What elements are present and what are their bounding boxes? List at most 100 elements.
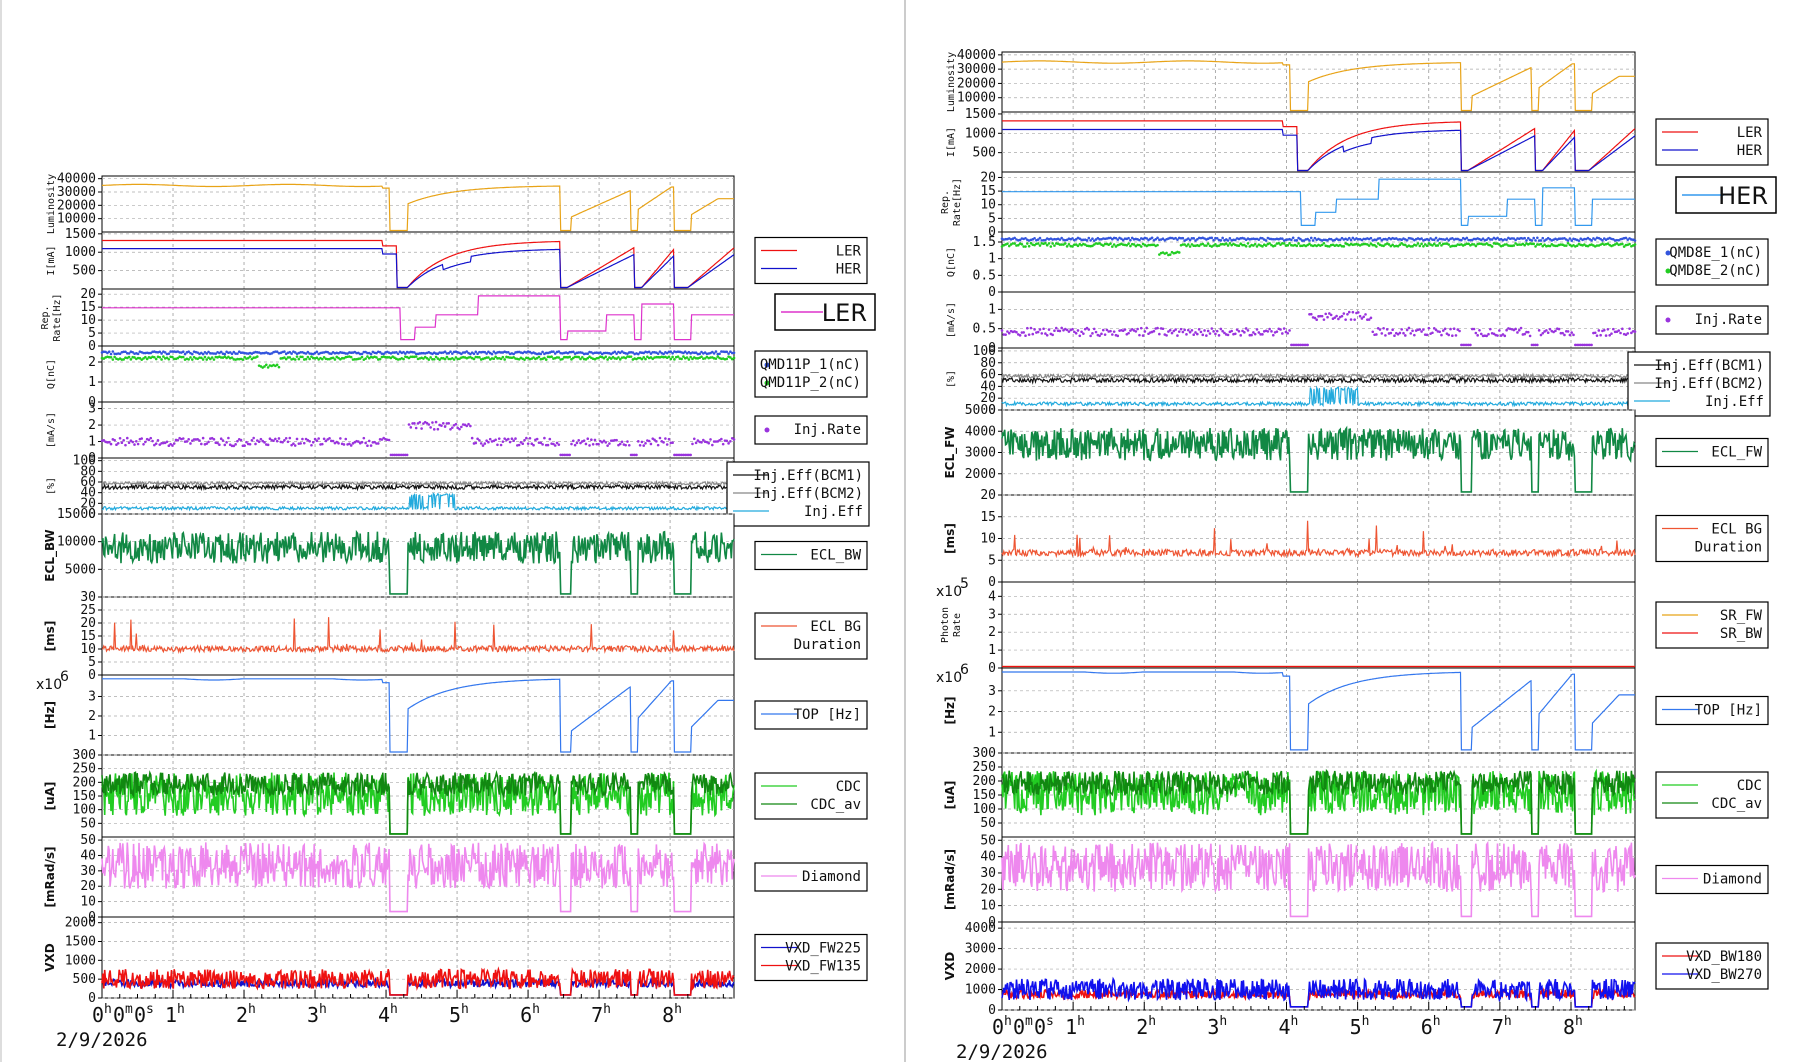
data-point xyxy=(1481,237,1485,240)
data-point xyxy=(236,352,239,355)
data-point xyxy=(1461,343,1465,347)
data-point xyxy=(145,357,149,361)
data-point xyxy=(116,441,120,445)
data-point xyxy=(306,355,310,359)
panel-frame xyxy=(1001,291,1636,349)
data-point xyxy=(1530,242,1534,246)
y-tick-label: 2000 xyxy=(65,916,96,931)
data-point xyxy=(1129,244,1132,248)
data-point xyxy=(647,350,651,354)
data-point xyxy=(133,443,136,446)
data-point xyxy=(1367,318,1371,321)
legend-box xyxy=(1655,771,1769,819)
y-tick-label: 15000 xyxy=(57,507,96,522)
y-tick-label: 10000 xyxy=(57,212,96,227)
data-point xyxy=(1577,343,1581,347)
data-point xyxy=(1539,333,1543,337)
data-point xyxy=(1548,327,1552,331)
y-axis-label: [ms] xyxy=(943,523,957,554)
data-point xyxy=(266,366,270,369)
data-point xyxy=(189,356,192,359)
data-point xyxy=(727,352,730,355)
data-point xyxy=(136,442,140,446)
series-qmd8e-2-nc- xyxy=(1000,241,1637,257)
data-point xyxy=(1601,239,1604,242)
data-point xyxy=(604,355,608,359)
data-point xyxy=(671,351,674,355)
data-point xyxy=(1369,316,1373,320)
data-point xyxy=(461,351,465,354)
data-point xyxy=(1440,333,1443,337)
x-origin-unit: m xyxy=(1025,1014,1033,1029)
data-point xyxy=(172,442,176,445)
x-tick-label: 1 xyxy=(165,1003,177,1027)
data-point xyxy=(1588,343,1592,347)
data-point xyxy=(644,357,647,361)
legend-swatch xyxy=(764,427,770,433)
y-tick-label: 100 xyxy=(973,802,996,817)
data-point xyxy=(389,453,393,457)
y-tick-label: 50 xyxy=(80,816,96,831)
data-point xyxy=(1309,312,1313,316)
data-point xyxy=(1129,238,1132,242)
data-point xyxy=(609,357,613,360)
data-point xyxy=(232,350,236,354)
data-point xyxy=(1237,244,1241,248)
data-point xyxy=(311,440,315,444)
data-point xyxy=(160,358,163,361)
data-point xyxy=(1091,244,1094,248)
data-point xyxy=(1608,333,1611,337)
data-point xyxy=(219,437,223,440)
data-point xyxy=(434,355,438,359)
data-point xyxy=(402,357,405,361)
data-point xyxy=(519,441,523,444)
data-point xyxy=(239,351,243,354)
data-point xyxy=(396,352,400,356)
data-point xyxy=(212,358,216,361)
data-point xyxy=(431,357,434,361)
data-point xyxy=(1172,329,1176,333)
data-point xyxy=(454,422,458,426)
data-point xyxy=(627,355,631,359)
data-point xyxy=(1583,343,1586,347)
data-point xyxy=(407,423,411,426)
data-point xyxy=(1514,327,1517,331)
legend-label: QMD8E_2(nC) xyxy=(1669,263,1762,279)
legend-label: TOP [Hz] xyxy=(794,707,861,723)
data-point xyxy=(1546,331,1550,335)
data-point xyxy=(553,352,557,355)
y-tick-label: 300 xyxy=(973,746,996,761)
data-point xyxy=(665,443,669,446)
date-label: 2/9/2026 xyxy=(56,1029,148,1051)
data-point xyxy=(275,439,279,443)
data-point xyxy=(1228,237,1232,240)
data-point xyxy=(290,443,293,447)
data-point xyxy=(420,427,423,430)
data-point xyxy=(1342,312,1346,315)
data-point xyxy=(1103,242,1107,246)
data-point xyxy=(1109,236,1112,240)
data-point xyxy=(1221,329,1224,333)
legend-label: CDC xyxy=(1737,778,1762,794)
data-point xyxy=(254,442,257,446)
data-point xyxy=(447,422,450,425)
data-point xyxy=(1436,244,1440,247)
series-qmd11p-1-nc- xyxy=(100,350,736,356)
data-point xyxy=(324,439,328,443)
data-point xyxy=(181,350,185,353)
data-point xyxy=(1255,328,1259,331)
panel-frame xyxy=(1001,111,1636,173)
data-point xyxy=(1228,242,1232,245)
legend-label: LER xyxy=(822,299,867,327)
series-qmd11p-2-nc- xyxy=(100,355,736,369)
data-point xyxy=(1404,243,1407,247)
y-tick-label: 3000 xyxy=(965,446,996,461)
data-point xyxy=(1304,343,1308,347)
data-point xyxy=(1295,238,1299,242)
data-point xyxy=(1230,329,1233,333)
y-tick-label: 30 xyxy=(980,866,996,881)
data-point xyxy=(1633,243,1637,246)
data-point xyxy=(1013,242,1016,245)
